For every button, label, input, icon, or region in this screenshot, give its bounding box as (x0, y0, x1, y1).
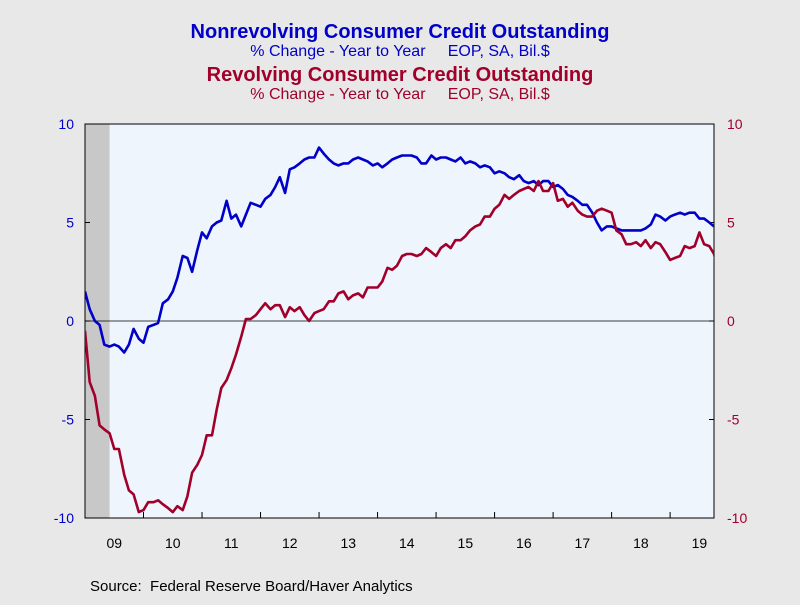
x-tick-label: 09 (106, 535, 122, 551)
x-tick-label: 15 (458, 535, 474, 551)
x-tick-label: 19 (692, 535, 708, 551)
series-line-revolving (85, 179, 714, 514)
y-left-tick-label: 5 (66, 215, 74, 231)
subtitle-revolving: % Change - Year to Year EOP, SA, Bil.$ (250, 86, 550, 103)
y-left-tick-label: -10 (54, 510, 74, 526)
x-tick-label: 17 (575, 535, 591, 551)
y-right-tick-label: 10 (727, 116, 743, 132)
x-tick-label: 12 (282, 535, 298, 551)
x-tick-label: 18 (633, 535, 649, 551)
y-left-tick-label: -5 (62, 412, 75, 428)
series-line-nonrevolving (85, 146, 714, 354)
y-right-tick-label: -10 (727, 510, 747, 526)
x-tick-label: 11 (224, 535, 239, 551)
y-right-tick-label: 0 (727, 313, 735, 329)
y-left-tick-label: 0 (66, 313, 74, 329)
source-note: Source: Federal Reserve Board/Haver Anal… (90, 578, 413, 595)
y-right-tick-label: -5 (727, 412, 740, 428)
title-nonrevolving: Nonrevolving Consumer Credit Outstanding (191, 21, 610, 43)
x-tick-label: 14 (399, 535, 415, 551)
x-tick-label: 16 (516, 535, 532, 551)
title-revolving: Revolving Consumer Credit Outstanding (207, 64, 594, 86)
y-right-tick-label: 5 (727, 215, 735, 231)
x-tick-label: 13 (341, 535, 357, 551)
y-left-tick-label: 10 (58, 116, 74, 132)
x-tick-label: 10 (165, 535, 181, 551)
subtitle-nonrevolving: % Change - Year to Year EOP, SA, Bil.$ (250, 43, 550, 60)
plot-area: 10 5 0 -5 -10 10 5 0 -5 -10 09 10 11 12 13 14 15 16 17 18 19 (54, 116, 748, 551)
